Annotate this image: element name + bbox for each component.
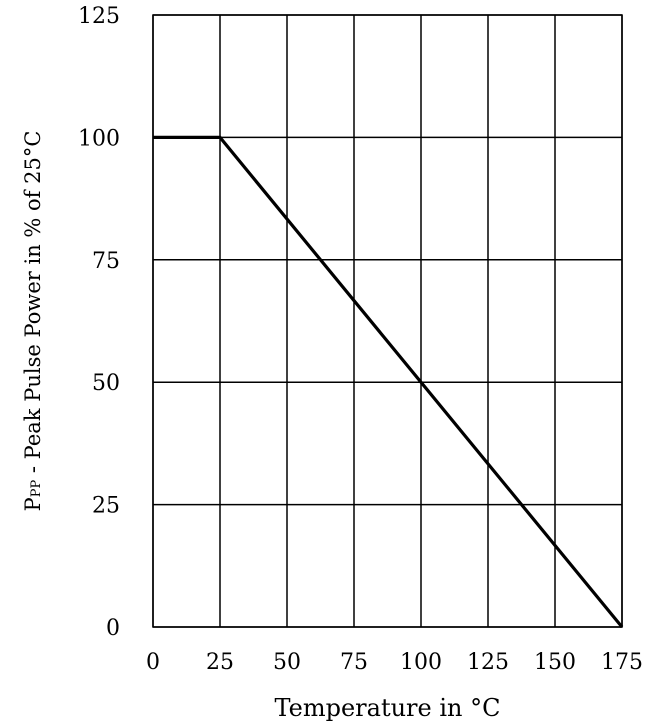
x-tick-label-0: 0: [146, 650, 160, 675]
y-axis-title: PPP - Peak Pulse Power in % of 25°C: [21, 131, 45, 512]
y-tick-label-50: 50: [92, 371, 120, 396]
series-layer: [153, 135, 624, 629]
y-axis-title-subscript: PP: [29, 480, 44, 498]
x-tick-labels: 0 25 50 75 100 125 150 175: [146, 650, 643, 675]
y-tick-label-25: 25: [92, 494, 120, 519]
grid-lines: [152, 14, 623, 628]
x-tick-label-175: 175: [601, 650, 643, 675]
plot-frame: [152, 14, 623, 628]
y-axis-title-rest: - Peak Pulse Power in % of 25°C: [21, 131, 45, 480]
y-tick-label-75: 75: [92, 249, 120, 274]
x-tick-label-75: 75: [340, 650, 368, 675]
series-line-1: [153, 135, 624, 629]
y-axis-title-main: P: [21, 497, 45, 511]
y-tick-label-100: 100: [78, 126, 120, 151]
x-axis-title: Temperature in °C: [275, 694, 501, 722]
y-tick-labels: 0 25 50 75 100 125: [78, 4, 120, 641]
x-tick-label-150: 150: [534, 650, 576, 675]
x-tick-label-25: 25: [206, 650, 234, 675]
x-tick-label-50: 50: [273, 650, 301, 675]
x-tick-label-100: 100: [400, 650, 442, 675]
y-tick-label-125: 125: [78, 4, 120, 29]
x-tick-label-125: 125: [467, 650, 509, 675]
y-tick-label-0: 0: [106, 616, 120, 641]
